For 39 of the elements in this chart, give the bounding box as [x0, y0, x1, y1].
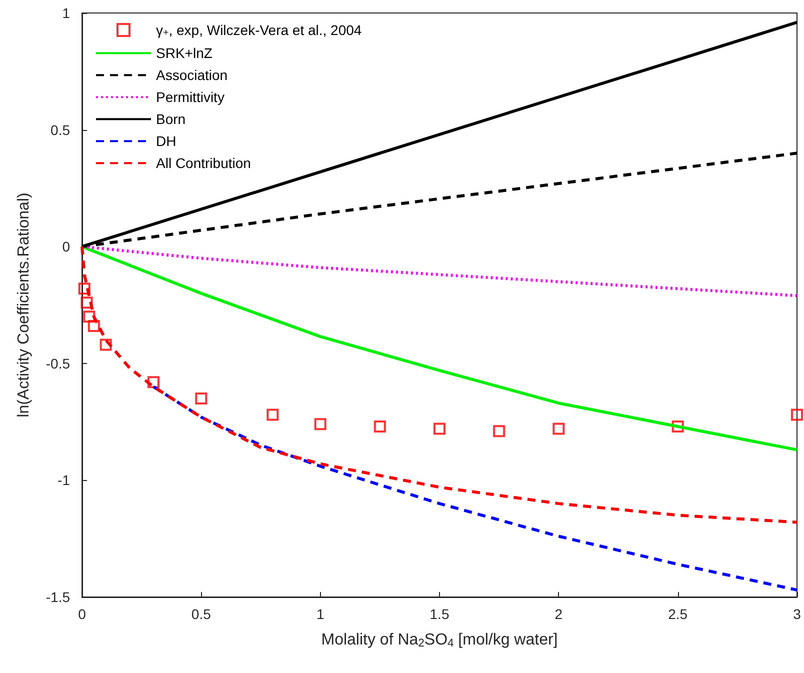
y-tick-label: 0.5 [50, 122, 70, 138]
x-tick-label: 0.5 [191, 606, 212, 622]
x-tick-label: 2.5 [668, 606, 688, 622]
line-series [80, 245, 798, 524]
line-series [80, 245, 798, 298]
point [78, 282, 90, 295]
point [552, 422, 565, 435]
point [195, 392, 208, 404]
y-tick-label: -1.5 [46, 589, 70, 605]
y-axis-title: ln(Activity Coefficients.Rational) [16, 192, 32, 418]
line-series [80, 245, 798, 452]
legend-label: Association [156, 67, 228, 84]
x-tick-label: 3 [793, 606, 802, 622]
point [100, 338, 112, 351]
point [374, 420, 386, 432]
legend-label: Born [156, 111, 186, 128]
point [493, 425, 506, 438]
point [88, 320, 100, 332]
y-tick-label: -1 [58, 472, 70, 488]
x-tick-label: 2 [554, 606, 563, 622]
y-tick-label: 0 [62, 238, 70, 255]
x-tick-label: 1 [316, 606, 324, 622]
point [791, 408, 803, 421]
point [314, 418, 326, 430]
legend-label: DH [156, 133, 176, 150]
legend-label: SRK+lnZ [156, 45, 213, 62]
y-tick-label: 1 [62, 5, 70, 21]
legend-label: γ+, exp, Wilczek-Vera et al., 2004 [156, 22, 362, 39]
point [148, 376, 160, 388]
x-tick-label: 1.5 [430, 606, 450, 622]
point [672, 420, 684, 432]
point [80, 296, 93, 309]
point [434, 422, 446, 435]
point [266, 408, 279, 421]
y-tick-label: -0.5 [46, 355, 70, 372]
point [83, 310, 96, 323]
legend-label: Permittivity [156, 89, 224, 106]
legend-label: All Contribution [156, 155, 251, 172]
x-tick-label: 0 [78, 606, 86, 622]
